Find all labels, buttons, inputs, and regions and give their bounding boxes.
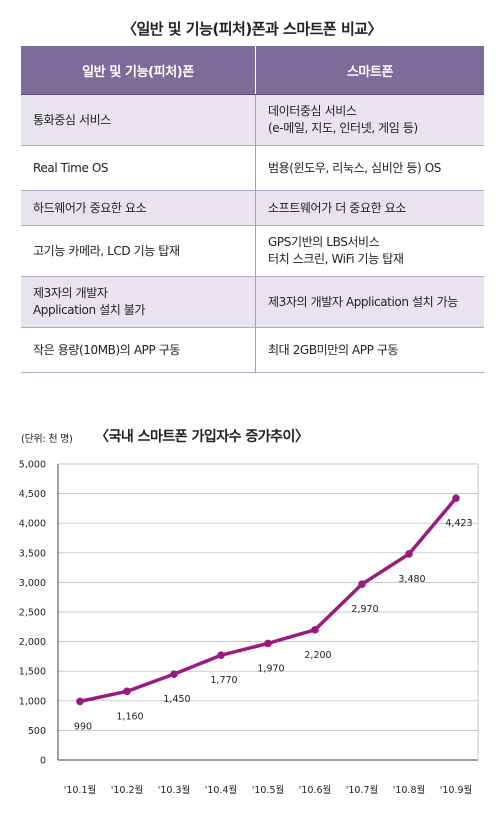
- data-point: [76, 697, 84, 706]
- x-tick-label: '10.7월: [346, 784, 379, 796]
- y-tick-label: 500: [28, 726, 46, 737]
- table-row: 고기능 카메라, LCD 기능 탑재 GPS기반의 LBS서비스 터치 스크린,…: [21, 225, 484, 277]
- y-tick-label: 4,500: [19, 489, 46, 500]
- data-point: [123, 687, 131, 696]
- data-label: 4,423: [445, 518, 472, 529]
- table-row: 제3자의 개발자 Application 설치 불가 제3자의 개발자 Appl…: [21, 276, 484, 328]
- chart-unit-label: (단위: 천 명): [21, 434, 73, 445]
- table-cell: 최대 2GB미만의 APP 구동: [255, 327, 484, 373]
- table-row: 하드웨어가 중요한 요소 소프트웨어가 더 중요한 요소: [21, 190, 484, 226]
- table-row: 작은 용량(10MB)의 APP 구동 최대 2GB미만의 APP 구동: [21, 327, 484, 373]
- data-point: [311, 625, 319, 634]
- y-tick-label: 1,500: [19, 667, 46, 678]
- data-point: [452, 494, 460, 502]
- data-point: [358, 580, 366, 588]
- table-cell: 통화중심 서비스: [21, 94, 256, 146]
- y-tick-label: 2,000: [19, 637, 46, 648]
- x-tick-label: '10.6월: [299, 784, 332, 796]
- data-label: 3,480: [398, 574, 425, 585]
- table-cell: 고기능 카메라, LCD 기능 탑재: [21, 225, 256, 277]
- x-tick-label: '10.3월: [158, 784, 191, 796]
- y-tick-label: 4,000: [19, 519, 46, 530]
- comparison-table: 일반 및 기능(피처)폰 스마트폰 통화중심 서비스 데이터중심 서비스 (e-…: [21, 46, 484, 373]
- table-cell: Real Time OS: [21, 145, 256, 191]
- data-label: 990: [74, 721, 92, 732]
- data-label: 2,970: [351, 604, 378, 615]
- table-cell: 범용(윈도우, 리눅스, 심비안 등) OS: [255, 145, 484, 191]
- x-tick-label: '10.1월: [64, 784, 97, 796]
- y-tick-label: 3,500: [19, 548, 46, 559]
- table-row: Real Time OS 범용(윈도우, 리눅스, 심비안 등) OS: [21, 145, 484, 191]
- data-point: [264, 639, 272, 648]
- data-label: 1,970: [257, 663, 284, 674]
- data-label: 1,160: [116, 711, 143, 722]
- table-row: 통화중심 서비스 데이터중심 서비스 (e-메일, 지도, 인터넷, 게임 등): [21, 94, 484, 146]
- data-point: [217, 651, 225, 660]
- y-tick-label: 1,000: [19, 696, 46, 707]
- chart-title: 〈국내 스마트폰 가입자수 증가추이〉: [95, 429, 309, 445]
- table-cell: 소프트웨어가 더 중요한 요소: [255, 190, 484, 226]
- table-cell: 데이터중심 서비스 (e-메일, 지도, 인터넷, 게임 등): [255, 94, 484, 146]
- table-title: 〈일반 및 기능(피처)폰과 스마트폰 비교〉: [121, 20, 383, 38]
- table-header-smartphone: 스마트폰: [255, 46, 484, 95]
- x-tick-label: '10.4월: [205, 784, 238, 796]
- y-tick-label: 3,000: [19, 578, 46, 589]
- table-cell: 제3자의 개발자 Application 설치 가능: [255, 276, 484, 328]
- table-cell: GPS기반의 LBS서비스 터치 스크린, WiFi 기능 탑재: [255, 225, 484, 277]
- y-tick-label: 0: [40, 756, 46, 767]
- table-header-feature-phone: 일반 및 기능(피처)폰: [21, 46, 256, 95]
- table-cell: 작은 용량(10MB)의 APP 구동: [21, 327, 256, 373]
- data-label: 1,450: [163, 694, 190, 705]
- x-tick-label: '10.2월: [111, 784, 144, 796]
- data-label: 2,200: [304, 650, 331, 661]
- x-tick-label: '10.8월: [393, 784, 426, 796]
- y-tick-label: 5,000: [19, 460, 46, 471]
- data-point: [405, 550, 413, 558]
- data-label: 1,770: [210, 675, 237, 686]
- table-cell: 제3자의 개발자 Application 설치 불가: [21, 276, 256, 328]
- x-tick-label: '10.9월: [440, 784, 473, 796]
- y-tick-label: 2,500: [19, 608, 46, 619]
- data-point: [170, 670, 178, 678]
- table-cell: 하드웨어가 중요한 요소: [21, 190, 256, 226]
- x-tick-label: '10.5월: [252, 784, 285, 796]
